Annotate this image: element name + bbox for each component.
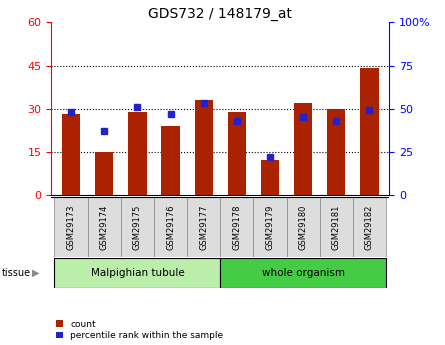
Text: GSM29182: GSM29182: [365, 204, 374, 249]
Bar: [220, 258, 386, 288]
Bar: [128, 111, 146, 195]
Bar: [261, 160, 279, 195]
Text: GSM29173: GSM29173: [67, 204, 76, 249]
Text: GSM29176: GSM29176: [166, 204, 175, 249]
Bar: [294, 103, 312, 195]
Bar: [88, 197, 121, 257]
Bar: [54, 197, 88, 257]
Bar: [194, 100, 213, 195]
Bar: [162, 126, 180, 195]
Text: GSM29174: GSM29174: [100, 204, 109, 249]
Legend: count, percentile rank within the sample: count, percentile rank within the sample: [56, 320, 223, 341]
Bar: [353, 197, 386, 257]
Bar: [154, 197, 187, 257]
Bar: [121, 197, 154, 257]
Bar: [54, 258, 220, 288]
Bar: [95, 152, 113, 195]
Bar: [187, 197, 220, 257]
Bar: [287, 197, 320, 257]
Bar: [320, 197, 353, 257]
Text: GSM29180: GSM29180: [299, 204, 307, 249]
Title: GDS732 / 148179_at: GDS732 / 148179_at: [148, 7, 292, 21]
Text: whole organism: whole organism: [262, 268, 345, 278]
Bar: [327, 109, 345, 195]
Bar: [62, 115, 80, 195]
Text: ▶: ▶: [32, 268, 40, 278]
Text: tissue: tissue: [2, 268, 31, 278]
Bar: [220, 197, 254, 257]
Text: GSM29181: GSM29181: [332, 204, 341, 249]
Bar: [254, 197, 287, 257]
Text: Malpighian tubule: Malpighian tubule: [90, 268, 184, 278]
Bar: [360, 68, 379, 195]
Bar: [228, 111, 246, 195]
Text: GSM29175: GSM29175: [133, 204, 142, 249]
Text: GSM29178: GSM29178: [232, 204, 241, 249]
Text: GSM29177: GSM29177: [199, 204, 208, 249]
Text: GSM29179: GSM29179: [266, 204, 275, 249]
